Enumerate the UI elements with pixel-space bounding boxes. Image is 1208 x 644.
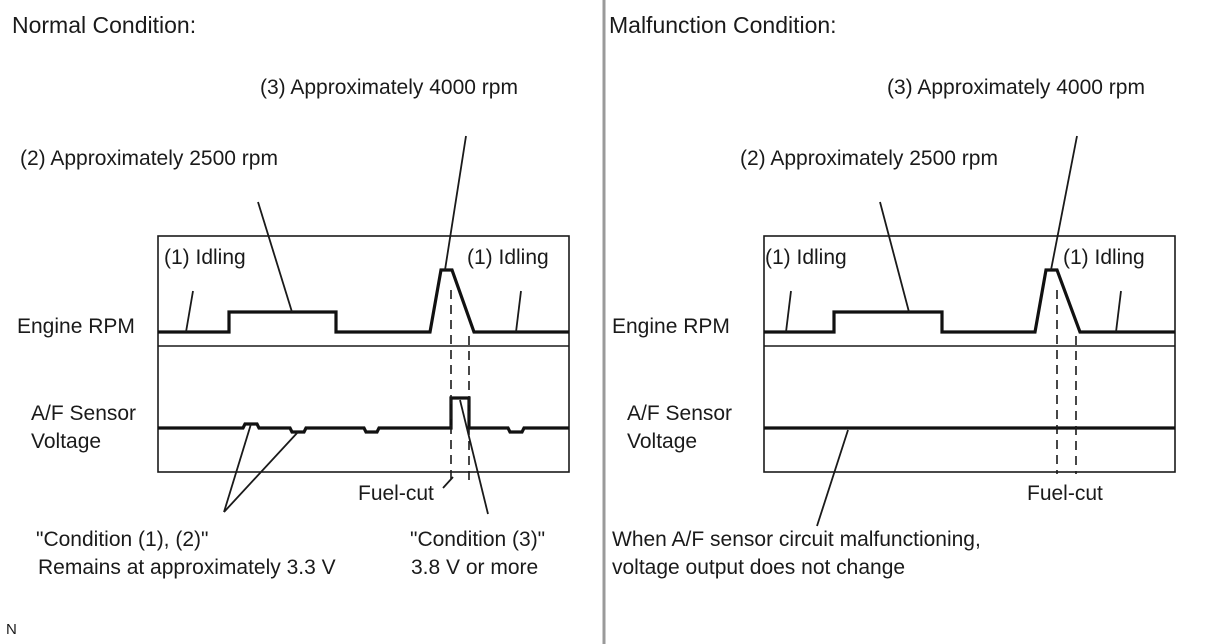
malfunction-label-2500rpm: (2) Approximately 2500 rpm	[740, 147, 998, 170]
normal-leader-idling-left	[185, 290, 194, 333]
malfunction-panel: Malfunction Condition: (3) Approximately…	[609, 12, 1176, 579]
malfunction-leader-4000rpm	[1050, 135, 1078, 271]
normal-leader-idling-right	[515, 290, 522, 333]
malfunction-row-engine-rpm: Engine RPM	[612, 315, 730, 338]
normal-engine-rpm-trace	[158, 268, 569, 334]
normal-panel: Normal Condition: (3) Approximately 4000…	[12, 12, 570, 579]
normal-chart-frame	[157, 235, 570, 473]
normal-leader-condition2	[223, 431, 299, 513]
normal-label-idling-right: (1) Idling	[467, 246, 549, 269]
normal-leader-fuelcut	[442, 476, 454, 489]
normal-note-cond3-line2: 3.8 V or more	[411, 556, 538, 579]
normal-label-2500rpm: (2) Approximately 2500 rpm	[20, 147, 278, 170]
corner-mark: N	[6, 621, 17, 638]
normal-title: Normal Condition:	[12, 12, 196, 38]
normal-note-cond12-line1: "Condition (1), (2)"	[36, 528, 208, 551]
malfunction-leader-2500rpm	[879, 201, 910, 313]
normal-note-cond3-line1: "Condition (3)"	[410, 528, 545, 551]
malfunction-leader-idling-left	[785, 290, 792, 333]
normal-row-engine-rpm: Engine RPM	[17, 315, 135, 338]
malfunction-note-line1: When A/F sensor circuit malfunctioning,	[612, 528, 981, 551]
malfunction-leader-note	[816, 429, 849, 527]
malfunction-title: Malfunction Condition:	[609, 12, 837, 38]
malfunction-label-idling-right: (1) Idling	[1063, 246, 1145, 269]
normal-leader-4000rpm	[444, 135, 467, 271]
normal-label-4000rpm: (3) Approximately 4000 rpm	[260, 76, 518, 99]
malfunction-label-idling-left: (1) Idling	[765, 246, 847, 269]
normal-row-af-line2: Voltage	[31, 430, 101, 453]
malfunction-engine-rpm-trace	[764, 268, 1175, 334]
normal-leader-condition3	[459, 399, 489, 515]
normal-label-fuel-cut: Fuel-cut	[358, 482, 434, 505]
normal-leader-2500rpm	[257, 201, 293, 313]
malfunction-chart-frame	[763, 235, 1176, 473]
malfunction-row-af-line1: A/F Sensor	[627, 402, 732, 425]
malfunction-label-fuel-cut: Fuel-cut	[1027, 482, 1103, 505]
normal-note-cond12-line2: Remains at approximately 3.3 V	[38, 556, 336, 579]
normal-af-voltage-trace	[158, 396, 569, 434]
malfunction-row-af-line2: Voltage	[627, 430, 697, 453]
malfunction-label-4000rpm: (3) Approximately 4000 rpm	[887, 76, 1145, 99]
normal-row-af-line1: A/F Sensor	[31, 402, 136, 425]
normal-leader-condition1	[223, 423, 252, 513]
malfunction-leader-idling-right	[1115, 290, 1122, 333]
normal-label-idling-left: (1) Idling	[164, 246, 246, 269]
malfunction-note-line2: voltage output does not change	[612, 556, 905, 579]
